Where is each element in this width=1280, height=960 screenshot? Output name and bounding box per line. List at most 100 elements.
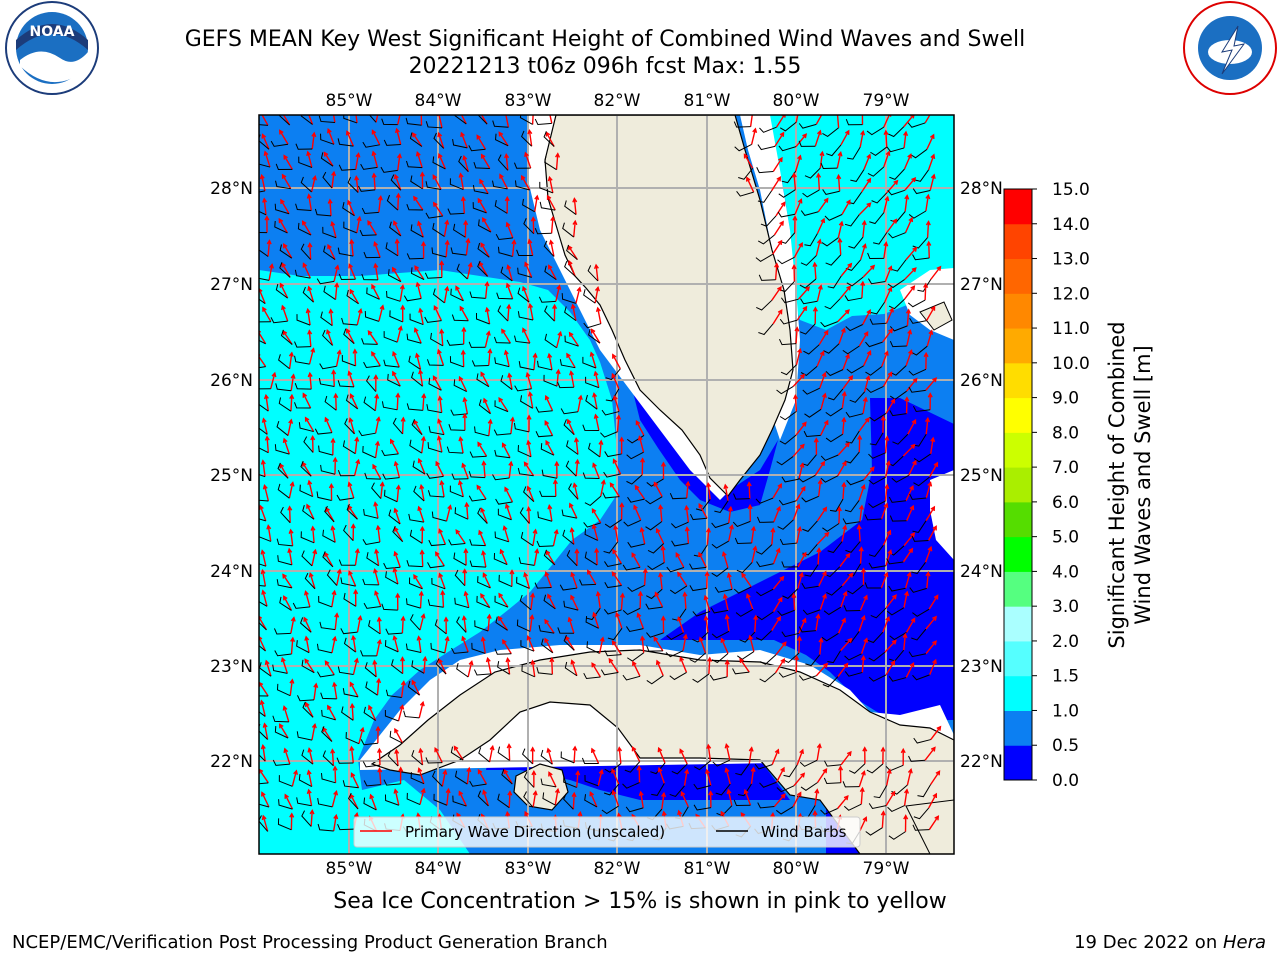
wind-barb <box>337 138 354 147</box>
wave-direction-arrow <box>524 152 532 169</box>
wind-barb <box>888 298 905 310</box>
wind-barb <box>322 171 333 189</box>
wave-direction-arrowhead <box>796 635 802 642</box>
wind-barb <box>623 519 641 527</box>
wave-direction-arrow <box>816 768 827 783</box>
wave-direction-arrow <box>527 507 531 524</box>
wave-direction-arrow <box>505 504 513 520</box>
wind-barb <box>737 783 752 797</box>
wave-direction-arrowhead <box>354 175 360 181</box>
wave-height-0-0.5-region-east <box>660 398 954 720</box>
wave-direction-arrow <box>905 485 914 502</box>
wave-direction-arrowhead <box>310 525 316 531</box>
wind-barb <box>756 516 774 523</box>
wind-barb <box>912 824 930 831</box>
wind-barb <box>733 121 751 128</box>
wind-barb <box>403 295 422 302</box>
wind-barb <box>495 498 513 505</box>
wave-direction-arrow <box>394 527 404 543</box>
wave-direction-arrowhead <box>324 660 330 666</box>
wave-direction-arrow <box>903 115 915 128</box>
wave-direction-arrowhead <box>923 351 929 358</box>
wind-barb <box>425 121 443 129</box>
wave-direction-arrow <box>837 221 843 238</box>
wave-direction-arrowhead <box>860 770 866 776</box>
wind-barb <box>622 607 641 616</box>
wave-direction-arrow <box>374 441 379 458</box>
wave-direction-arrowhead <box>392 370 397 376</box>
wave-direction-arrow <box>775 641 787 656</box>
wind-barb <box>801 454 817 467</box>
wave-direction-arrow <box>423 657 426 674</box>
wave-direction-arrowhead <box>927 481 933 487</box>
wave-direction-arrowhead <box>526 439 532 446</box>
wave-direction-arrowhead <box>886 529 892 535</box>
wind-barb <box>259 695 269 697</box>
wave-direction-arrow <box>433 305 443 321</box>
wind-barb <box>913 737 931 744</box>
wind-barb <box>669 785 685 797</box>
wave-direction-arrowhead <box>413 573 418 580</box>
wind-barb <box>887 805 905 812</box>
wave-direction-arrow <box>748 747 753 764</box>
wave-direction-arrowhead <box>482 216 487 223</box>
lat-label-right: 24°N <box>960 562 1003 582</box>
wave-direction-arrow <box>771 749 779 765</box>
wave-direction-arrowhead <box>817 478 823 485</box>
wave-direction-arrowhead <box>858 546 864 552</box>
wave-direction-arrow <box>367 220 378 236</box>
wind-barb <box>889 515 907 522</box>
wave-direction-arrowhead <box>280 198 285 205</box>
wave-direction-arrowhead <box>544 637 549 643</box>
wave-direction-arrowhead <box>844 129 850 135</box>
wind-barb <box>492 120 509 128</box>
wind-barb <box>496 292 513 300</box>
wave-direction-arrow <box>508 373 513 390</box>
wind-barb <box>259 474 266 478</box>
wave-direction-arrowhead <box>417 220 422 227</box>
wind-barb <box>912 520 927 533</box>
wave-direction-arrow <box>641 636 645 653</box>
wave-direction-arrowhead <box>639 457 646 463</box>
wave-direction-arrow <box>880 503 888 520</box>
wave-direction-arrow <box>928 595 939 610</box>
wave-direction-arrow <box>928 793 937 809</box>
wave-direction-arrow <box>793 242 803 258</box>
wind-barb <box>469 560 486 568</box>
wave-direction-arrow <box>904 195 908 212</box>
wind-barb <box>316 643 333 654</box>
wave-direction-arrow <box>506 658 511 675</box>
wind-barb <box>446 339 464 346</box>
wave-direction-arrowhead <box>927 392 933 398</box>
wave-direction-arrow <box>739 658 750 673</box>
wave-direction-arrowhead <box>893 179 899 185</box>
wave-direction-arrow <box>817 548 820 565</box>
wave-direction-arrowhead <box>304 590 309 596</box>
wave-direction-arrowhead <box>797 154 802 160</box>
wind-barb <box>448 424 465 431</box>
wave-direction-arrow <box>453 746 464 761</box>
wave-direction-arrowhead <box>936 265 942 271</box>
wind-barb <box>501 768 513 785</box>
wave-direction-arrowhead <box>463 547 469 554</box>
wave-direction-arrowhead <box>369 793 375 800</box>
wave-direction-arrowhead <box>555 368 561 375</box>
wave-direction-arrow <box>419 592 423 609</box>
wind-barb <box>411 660 425 674</box>
wind-barb <box>846 365 864 374</box>
wave-direction-arrowhead <box>264 659 270 666</box>
wind-barb <box>565 460 577 477</box>
wind-barb <box>301 810 312 827</box>
wave-direction-arrow <box>591 508 602 524</box>
wave-direction-arrowhead <box>310 435 316 441</box>
wind-barb <box>384 640 399 653</box>
wind-barb <box>302 504 315 520</box>
wind-barb <box>294 355 310 365</box>
wind-barb <box>427 442 443 453</box>
wind-barb <box>259 536 271 542</box>
lat-label-left: 23°N <box>210 657 253 677</box>
wind-barb <box>582 356 597 369</box>
wave-direction-arrow <box>528 130 533 147</box>
wind-barb <box>409 577 423 590</box>
wave-direction-arrowhead <box>890 398 896 404</box>
